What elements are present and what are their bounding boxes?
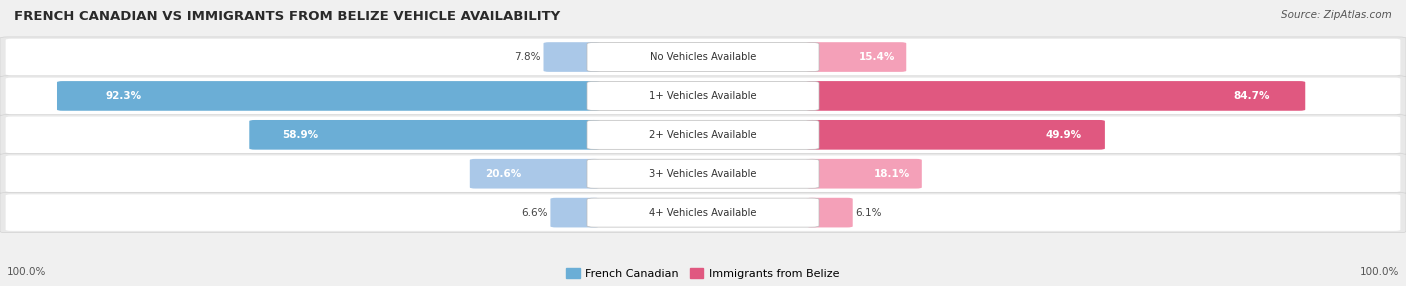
FancyBboxPatch shape	[588, 198, 818, 227]
FancyBboxPatch shape	[588, 43, 818, 72]
Text: 6.6%: 6.6%	[522, 208, 547, 218]
Text: 20.6%: 20.6%	[485, 169, 522, 179]
Text: 100.0%: 100.0%	[7, 267, 46, 277]
Text: 4+ Vehicles Available: 4+ Vehicles Available	[650, 208, 756, 218]
Text: No Vehicles Available: No Vehicles Available	[650, 52, 756, 62]
FancyBboxPatch shape	[0, 154, 1406, 194]
Text: 1+ Vehicles Available: 1+ Vehicles Available	[650, 91, 756, 101]
Text: 15.4%: 15.4%	[859, 52, 896, 62]
Text: 49.9%: 49.9%	[1046, 130, 1083, 140]
FancyBboxPatch shape	[807, 42, 907, 72]
Text: 7.8%: 7.8%	[515, 52, 541, 62]
Text: 6.1%: 6.1%	[855, 208, 882, 218]
FancyBboxPatch shape	[249, 120, 599, 150]
FancyBboxPatch shape	[588, 120, 818, 149]
FancyBboxPatch shape	[0, 115, 1406, 155]
FancyBboxPatch shape	[588, 159, 818, 188]
FancyBboxPatch shape	[6, 39, 1400, 75]
Text: 84.7%: 84.7%	[1234, 91, 1271, 101]
FancyBboxPatch shape	[6, 117, 1400, 153]
FancyBboxPatch shape	[6, 194, 1400, 231]
FancyBboxPatch shape	[0, 192, 1406, 233]
Legend: French Canadian, Immigrants from Belize: French Canadian, Immigrants from Belize	[567, 268, 839, 279]
Text: 100.0%: 100.0%	[1360, 267, 1399, 277]
FancyBboxPatch shape	[470, 159, 599, 188]
FancyBboxPatch shape	[0, 76, 1406, 116]
Text: 58.9%: 58.9%	[283, 130, 318, 140]
Text: 3+ Vehicles Available: 3+ Vehicles Available	[650, 169, 756, 179]
FancyBboxPatch shape	[807, 120, 1105, 150]
Text: 2+ Vehicles Available: 2+ Vehicles Available	[650, 130, 756, 140]
FancyBboxPatch shape	[6, 78, 1400, 114]
FancyBboxPatch shape	[6, 156, 1400, 192]
Text: FRENCH CANADIAN VS IMMIGRANTS FROM BELIZE VEHICLE AVAILABILITY: FRENCH CANADIAN VS IMMIGRANTS FROM BELIZ…	[14, 10, 561, 23]
Text: 92.3%: 92.3%	[105, 91, 141, 101]
FancyBboxPatch shape	[807, 159, 922, 188]
FancyBboxPatch shape	[807, 81, 1305, 111]
FancyBboxPatch shape	[588, 82, 818, 110]
FancyBboxPatch shape	[544, 42, 599, 72]
FancyBboxPatch shape	[807, 198, 852, 227]
FancyBboxPatch shape	[58, 81, 599, 111]
FancyBboxPatch shape	[550, 198, 599, 227]
FancyBboxPatch shape	[0, 37, 1406, 77]
Text: Source: ZipAtlas.com: Source: ZipAtlas.com	[1281, 10, 1392, 20]
Text: 18.1%: 18.1%	[873, 169, 910, 179]
